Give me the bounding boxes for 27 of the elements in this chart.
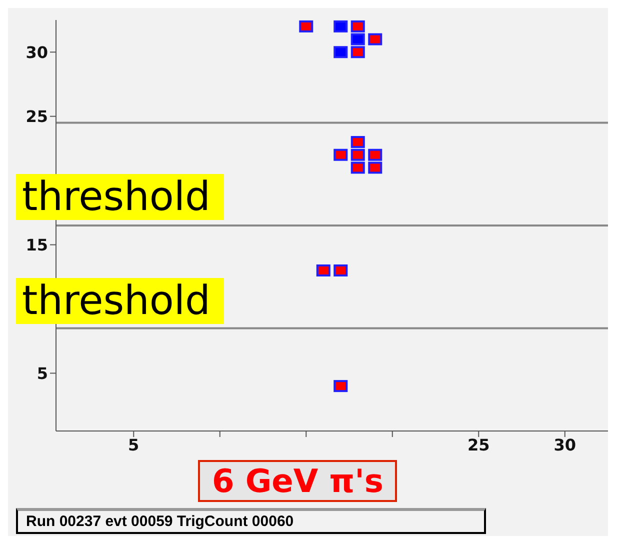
x-tick-label: 30 xyxy=(554,435,576,454)
point xyxy=(334,148,348,161)
text: Run 00237 evt 00059 TrigCount 00060 xyxy=(16,508,486,534)
point xyxy=(334,46,348,58)
point xyxy=(350,20,365,32)
point xyxy=(368,148,382,161)
y-tick-label: 5 xyxy=(36,364,48,383)
point xyxy=(350,33,365,46)
point xyxy=(334,264,348,276)
point xyxy=(334,20,348,32)
x-tick-label: 5 xyxy=(128,435,140,454)
point xyxy=(368,33,382,46)
x-tick-label: 25 xyxy=(467,435,490,454)
point xyxy=(350,46,365,58)
point xyxy=(350,136,365,148)
text: 6 GeV π's xyxy=(198,460,398,502)
point xyxy=(316,264,330,276)
annotation: threshold xyxy=(16,174,224,220)
y-tick-label: 15 xyxy=(26,235,48,254)
annotation: threshold xyxy=(16,278,224,324)
point xyxy=(299,20,314,32)
point xyxy=(350,162,365,174)
point xyxy=(334,380,348,392)
point xyxy=(368,162,382,174)
y-tick-label: 25 xyxy=(26,107,48,126)
y-tick-label: 30 xyxy=(26,42,48,62)
point xyxy=(350,148,365,161)
